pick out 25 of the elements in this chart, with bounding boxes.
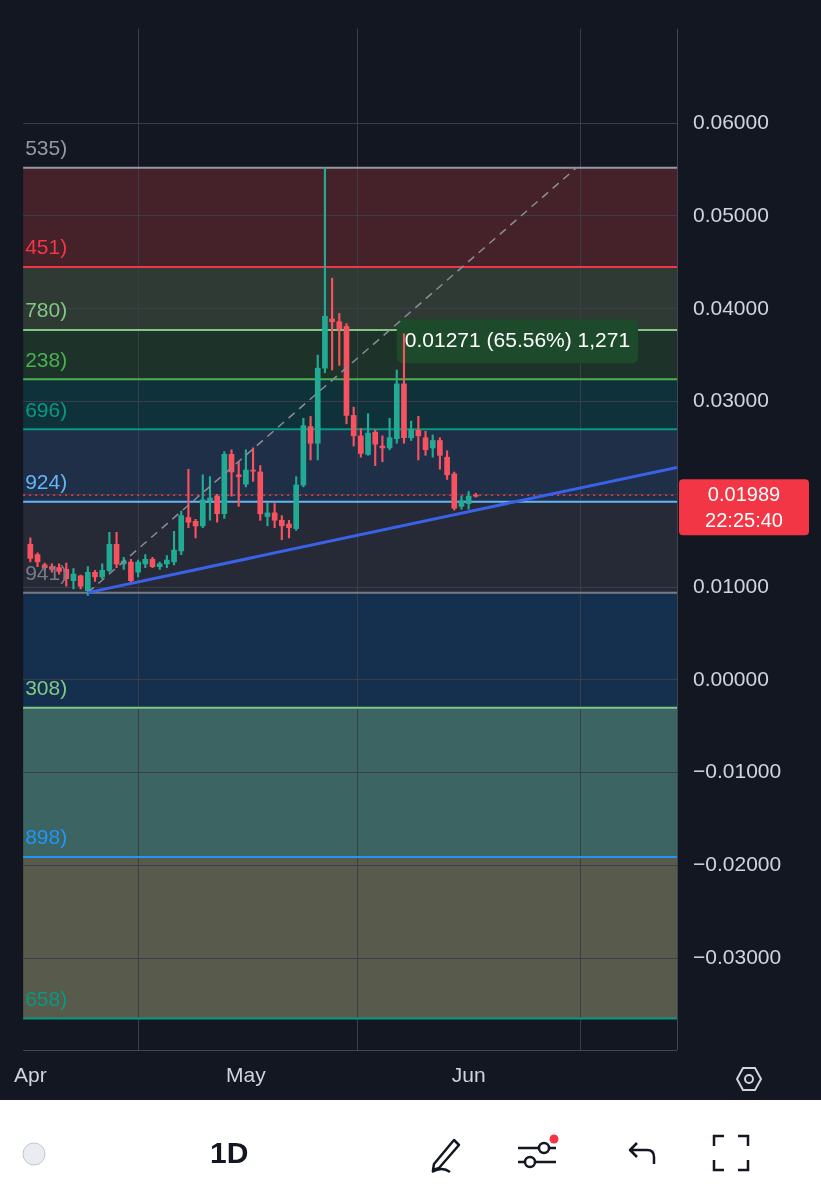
annotation: 658) [25, 986, 68, 1010]
ref-line-label: 0.01989 [707, 482, 781, 505]
annotation: 780) [25, 298, 68, 322]
y-tick-label: −0.03000 [693, 944, 782, 968]
y-tick-label: −0.02000 [693, 852, 782, 876]
y-tick-label: −0.01000 [693, 759, 782, 783]
annotation: 898) [25, 825, 68, 849]
annotation: 238) [25, 347, 68, 371]
annotation: 696) [25, 397, 68, 421]
y-tick-label: 0.01000 [693, 573, 769, 597]
y-tick-label: 0.00000 [693, 666, 769, 690]
y-tick-label: 0.06000 [693, 110, 769, 134]
y-tick-label: 0.05000 [693, 202, 769, 226]
text: 1D [210, 1136, 249, 1170]
text: 22:25:40 [705, 508, 783, 531]
annotation: 0.01271 (65.56%) 1,271 [404, 328, 631, 352]
x-tick-label: Jun [451, 1063, 486, 1087]
y-tick-label: 0.03000 [693, 388, 769, 412]
annotation: 451) [25, 235, 68, 259]
annotation: 308) [25, 675, 68, 699]
y-tick-label: 0.04000 [693, 295, 769, 319]
annotation: 535) [25, 136, 68, 160]
x-tick-label: May [226, 1063, 267, 1087]
annotation: 924) [25, 470, 68, 494]
x-tick-label: Apr [14, 1063, 47, 1087]
